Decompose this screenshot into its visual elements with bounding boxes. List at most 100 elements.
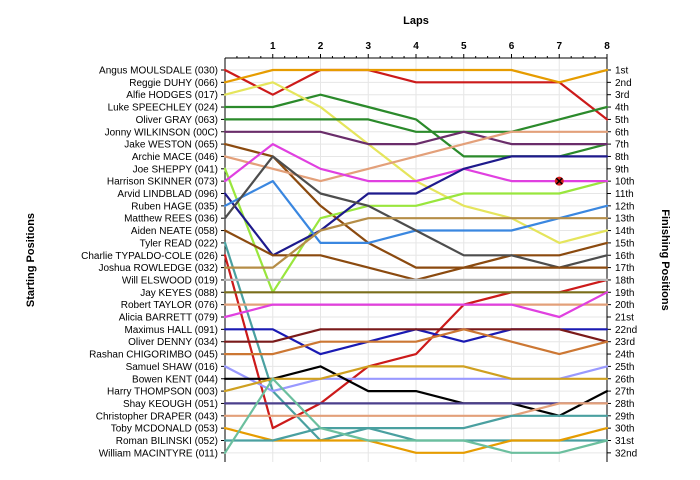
series-line <box>223 105 609 133</box>
y-axis-right-label: Finishing Positions <box>659 209 671 310</box>
finishing-position-label: 25th <box>615 362 634 373</box>
starting-position-label: Angus MOULSDALE (030) <box>99 66 218 77</box>
series-line <box>223 365 609 393</box>
starting-position-label: William MACINTYRE (011) <box>99 448 218 459</box>
finishing-position-label: 23rd <box>615 337 635 348</box>
starting-position-label: Ruben HAGE (035) <box>131 201 218 212</box>
lap-tick-label: 5 <box>461 41 467 52</box>
starting-position-label: Joe SHEPPY (041) <box>133 164 218 175</box>
starting-position-label: Archie MACE (046) <box>132 152 218 163</box>
starting-position-label: Toby MCDONALD (053) <box>111 424 218 435</box>
series-line <box>223 130 609 183</box>
starting-position-label: Harry THOMPSON (003) <box>107 387 218 398</box>
finishing-position-label: 13th <box>615 214 634 225</box>
finishing-position-label: 17th <box>615 263 634 274</box>
lap-tick-label: 1 <box>270 41 276 52</box>
finishing-position-label: 3rd <box>615 90 629 101</box>
finishing-position-label: 30th <box>615 424 634 435</box>
finishing-position-label: 18th <box>615 275 634 286</box>
finishing-position-label: 22nd <box>615 325 637 336</box>
finishing-position-label: 12th <box>615 201 634 212</box>
series-line <box>223 155 609 269</box>
finishing-position-label: 10th <box>615 177 634 188</box>
x-marker-stroke <box>555 177 563 185</box>
finishing-position-label: 15th <box>615 238 634 249</box>
x-marker <box>554 176 564 186</box>
series-line <box>223 217 609 269</box>
finishing-position-label: 26th <box>615 374 634 385</box>
series-line <box>223 402 609 417</box>
finishing-position-label: 11th <box>615 189 634 200</box>
starting-position-label: Arvid LINDBLAD (096) <box>117 189 218 200</box>
lap-tick-label: 3 <box>365 41 371 52</box>
markers <box>554 176 564 186</box>
finishing-position-label: 31st <box>615 436 634 447</box>
finishing-position-label: 8th <box>615 152 629 163</box>
series-line <box>223 365 609 417</box>
series-lines <box>223 68 609 454</box>
finishing-position-label: 27th <box>615 387 634 398</box>
starting-position-label: Roman BILINSKI (052) <box>116 436 218 447</box>
series-line <box>223 155 609 257</box>
lap-tick-label: 8 <box>604 41 610 52</box>
starting-position-label: Will ELSWOOD (019) <box>122 275 218 286</box>
series-line <box>223 68 609 121</box>
finishing-position-label: 7th <box>615 140 629 151</box>
series-line <box>223 291 609 319</box>
series-line <box>223 328 609 343</box>
starting-position-label: Robert TAYLOR (076) <box>121 300 218 311</box>
lap-tick-label: 7 <box>556 41 562 52</box>
starting-position-label: Christopher DRAPER (043) <box>96 411 218 422</box>
finishing-position-label: 2nd <box>615 78 632 89</box>
starting-position-label: Tyler READ (022) <box>140 238 218 249</box>
starting-position-label: Jonny WILKINSON (00C) <box>105 127 218 138</box>
starting-position-label: Alicia BARRETT (079) <box>119 313 218 324</box>
starting-position-label: Samuel SHAW (016) <box>126 362 218 373</box>
starting-position-label: Bowen KENT (044) <box>132 374 218 385</box>
starting-position-label: Rashan CHIGORIMBO (045) <box>89 350 218 361</box>
series-line <box>223 130 609 146</box>
starting-position-label: Shay KEOUGH (051) <box>123 399 218 410</box>
starting-position-label: Reggie DUHY (066) <box>129 78 218 89</box>
finishing-position-label: 6th <box>615 127 629 138</box>
starting-position-label: Matthew REES (036) <box>124 214 218 225</box>
y-axis-left-label: Starting Positions <box>25 213 37 307</box>
finishing-position-label: 29th <box>615 411 634 422</box>
starting-position-label: Joshua ROWLEDGE (032) <box>99 263 219 274</box>
chart-title: Laps <box>403 15 429 27</box>
starting-position-label: Luke SPEECHLEY (024) <box>108 103 218 114</box>
finishing-position-label: 20th <box>615 300 634 311</box>
finishing-position-label: 32nd <box>615 448 637 459</box>
starting-position-label: Maximus HALL (091) <box>124 325 218 336</box>
finishing-position-label: 21st <box>615 313 634 324</box>
lap-tick-label: 6 <box>509 41 515 52</box>
finishing-position-label: 9th <box>615 164 629 175</box>
lap-tick-label: 2 <box>318 41 324 52</box>
finishing-position-label: 28th <box>615 399 634 410</box>
series-line <box>223 377 609 454</box>
series-line <box>223 328 609 356</box>
starting-position-label: Harrison SKINNER (073) <box>107 177 218 188</box>
finishing-position-label: 1st <box>615 66 629 77</box>
labels: 1 2 3 4 5 6 7 8 Angus MOULSDALE (030)Reggie DUHY… <box>81 41 637 459</box>
finishing-position-label: 24th <box>615 350 634 361</box>
series-line <box>223 167 609 294</box>
starting-position-label: Jake WESTON (065) <box>124 140 218 151</box>
finishing-position-label: 4th <box>615 103 629 114</box>
series-line <box>223 414 609 442</box>
starting-position-label: Oliver DENNY (034) <box>128 337 218 348</box>
finishing-position-label: 19th <box>615 288 634 299</box>
series-line <box>223 427 609 454</box>
starting-position-label: Charlie TYPALDO-COLE (026) <box>81 251 218 262</box>
starting-position-label: Aiden NEATE (058) <box>131 226 218 237</box>
finishing-position-label: 14th <box>615 226 634 237</box>
finishing-position-label: 5th <box>615 115 629 126</box>
finishing-position-label: 16th <box>615 251 634 262</box>
starting-position-label: Oliver GRAY (063) <box>136 115 218 126</box>
series-line <box>223 68 609 84</box>
series-line <box>223 143 609 183</box>
lap-tick-label: 4 <box>413 41 419 52</box>
starting-position-label: Alfie HODGES (017) <box>126 90 218 101</box>
